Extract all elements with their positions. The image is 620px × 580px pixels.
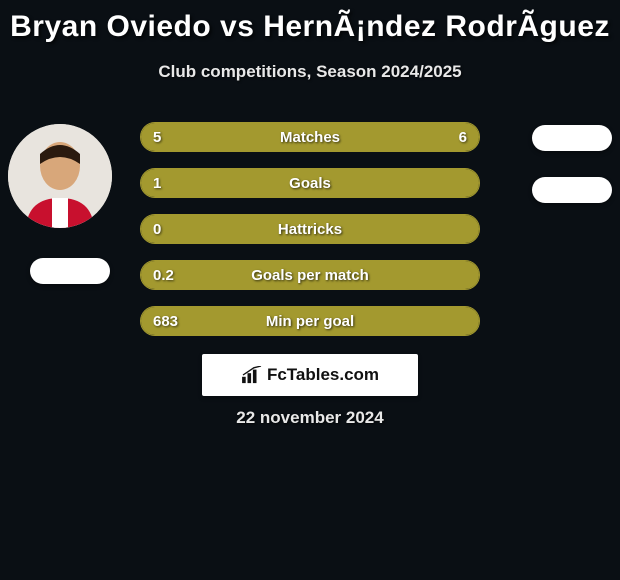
- player-right-flag: [532, 125, 612, 151]
- stat-value-left: 5: [153, 123, 161, 151]
- stat-row: 1Goals: [140, 168, 480, 198]
- stat-value-left: 0.2: [153, 261, 174, 289]
- stats-bars: 56Matches1Goals0Hattricks0.2Goals per ma…: [140, 122, 480, 352]
- stat-value-left: 1: [153, 169, 161, 197]
- page-title: Bryan Oviedo vs HernÃ¡ndez RodrÃ­guez: [0, 0, 620, 44]
- bar-fill-left: [141, 215, 479, 243]
- logo-text: FcTables.com: [267, 365, 379, 385]
- stat-row: 0.2Goals per match: [140, 260, 480, 290]
- stat-row: 683Min per goal: [140, 306, 480, 336]
- player-right-flag-2: [532, 177, 612, 203]
- player-left-avatar: [8, 124, 112, 228]
- stat-value-left: 683: [153, 307, 178, 335]
- bar-fill-left: [141, 123, 293, 151]
- stat-row: 0Hattricks: [140, 214, 480, 244]
- bar-fill-left: [141, 169, 479, 197]
- bar-fill-right: [293, 123, 479, 151]
- bar-fill-left: [141, 307, 479, 335]
- player-left-flag: [30, 258, 110, 284]
- bar-fill-left: [141, 261, 479, 289]
- stat-value-right: 6: [459, 123, 467, 151]
- chart-icon: [241, 366, 263, 384]
- stat-value-left: 0: [153, 215, 161, 243]
- date: 22 november 2024: [0, 408, 620, 428]
- stat-row: 56Matches: [140, 122, 480, 152]
- logo-box: FcTables.com: [202, 354, 418, 396]
- subtitle: Club competitions, Season 2024/2025: [0, 62, 620, 82]
